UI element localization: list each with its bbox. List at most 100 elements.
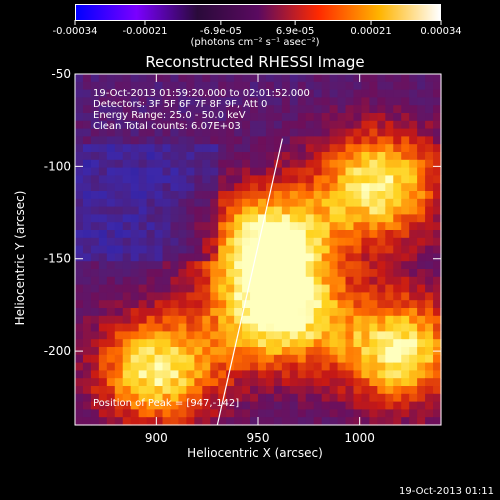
heatmap-pixel: [281, 206, 291, 215]
heatmap-pixel: [361, 339, 370, 348]
heatmap-pixel: [265, 128, 275, 137]
heatmap-pixel: [106, 401, 116, 410]
heatmap-pixel: [361, 222, 370, 231]
heatmap-pixel: [138, 300, 148, 309]
heatmap-pixel: [90, 331, 100, 340]
heatmap-pixel: [242, 409, 251, 418]
heatmap-pixel: [226, 276, 235, 286]
heatmap-pixel: [210, 308, 219, 317]
heatmap-pixel: [265, 245, 275, 254]
heatmap-pixel: [82, 89, 92, 98]
heatmap-pixel: [194, 315, 203, 325]
heatmap-pixel: [178, 206, 187, 215]
heatmap-pixel: [289, 175, 299, 184]
heatmap-pixel: [377, 276, 386, 286]
heatmap-pixel: [226, 113, 235, 122]
heatmap-pixel: [321, 284, 331, 293]
heatmap-pixel: [417, 300, 426, 309]
heatmap-pixel: [114, 409, 124, 418]
heatmap-pixel: [154, 253, 164, 262]
heatmap-pixel: [218, 245, 227, 254]
heatmap-pixel: [194, 206, 203, 215]
heatmap-pixel: [393, 167, 402, 176]
heatmap-pixel: [178, 175, 187, 184]
heatmap-pixel: [369, 74, 378, 83]
heatmap-pixel: [114, 347, 124, 356]
heatmap-pixel: [433, 261, 442, 270]
heatmap-pixel: [369, 261, 378, 270]
heatmap-pixel: [122, 331, 132, 340]
heatmap-pixel: [122, 144, 132, 153]
heatmap-pixel: [273, 97, 283, 106]
heatmap-pixel: [353, 386, 363, 395]
heatmap-pixel: [218, 152, 227, 161]
heatmap-pixel: [417, 159, 426, 169]
colorbar: [75, 4, 441, 21]
heatmap-pixel: [75, 417, 84, 426]
heatmap-pixel: [90, 354, 100, 364]
heatmap-pixel: [242, 167, 251, 176]
heatmap-pixel: [122, 370, 132, 379]
heatmap-pixel: [361, 308, 370, 317]
heatmap-pixel: [353, 105, 363, 114]
heatmap-pixel: [337, 292, 347, 301]
heatmap-pixel: [258, 120, 267, 130]
heatmap-pixel: [265, 354, 275, 364]
heatmap-pixel: [433, 409, 442, 418]
heatmap-pixel: [361, 331, 370, 340]
heatmap-pixel: [425, 417, 434, 426]
heatmap-pixel: [154, 331, 164, 340]
heatmap-pixel: [385, 393, 394, 403]
heatmap-pixel: [186, 331, 195, 340]
heatmap-pixel: [361, 284, 370, 293]
heatmap-pixel: [186, 175, 195, 184]
heatmap-pixel: [385, 105, 394, 114]
heatmap-pixel: [106, 105, 116, 114]
heatmap-pixel: [138, 362, 148, 371]
heatmap-pixel: [393, 175, 402, 184]
heatmap-pixel: [353, 261, 363, 270]
heatmap-pixel: [337, 222, 347, 231]
heatmap-pixel: [178, 230, 187, 239]
heatmap-pixel: [258, 105, 267, 114]
heatmap-pixel: [178, 378, 187, 387]
heatmap-pixel: [146, 308, 156, 317]
heatmap-pixel: [98, 230, 108, 239]
heatmap-pixel: [377, 74, 386, 83]
heatmap-pixel: [202, 167, 211, 176]
heatmap-pixel: [369, 113, 378, 122]
heatmap-pixel: [409, 183, 418, 192]
heatmap-pixel: [369, 230, 378, 239]
heatmap-pixel: [377, 292, 386, 301]
heatmap-pixel: [170, 276, 180, 286]
heatmap-pixel: [114, 253, 124, 262]
heatmap-pixel: [289, 198, 299, 208]
heatmap-pixel: [273, 237, 283, 247]
heatmap-pixel: [321, 74, 331, 83]
heatmap-pixel: [425, 261, 434, 270]
heatmap-pixel: [130, 378, 140, 387]
heatmap-pixel: [162, 370, 172, 379]
heatmap-pixel: [393, 191, 402, 200]
heatmap-pixel: [154, 105, 164, 114]
heatmap-pixel: [329, 198, 339, 208]
heatmap-pixel: [393, 136, 402, 145]
heatmap-pixel: [313, 183, 323, 192]
heatmap-pixel: [75, 198, 84, 208]
heatmap-pixel: [377, 269, 386, 278]
heatmap-pixel: [425, 97, 434, 106]
heatmap-pixel: [170, 323, 180, 332]
heatmap-pixel: [273, 269, 283, 278]
heatmap-pixel: [75, 284, 84, 293]
heatmap-pixel: [242, 261, 251, 270]
heatmap-pixel: [98, 386, 108, 395]
heatmap-pixel: [90, 378, 100, 387]
heatmap-pixel: [289, 120, 299, 130]
heatmap-pixel: [114, 292, 124, 301]
heatmap-pixel: [258, 230, 267, 239]
heatmap-pixel: [425, 120, 434, 130]
heatmap-pixel: [234, 183, 243, 192]
heatmap-pixel: [297, 378, 307, 387]
heatmap-pixel: [242, 136, 251, 145]
heatmap-pixel: [361, 214, 370, 223]
